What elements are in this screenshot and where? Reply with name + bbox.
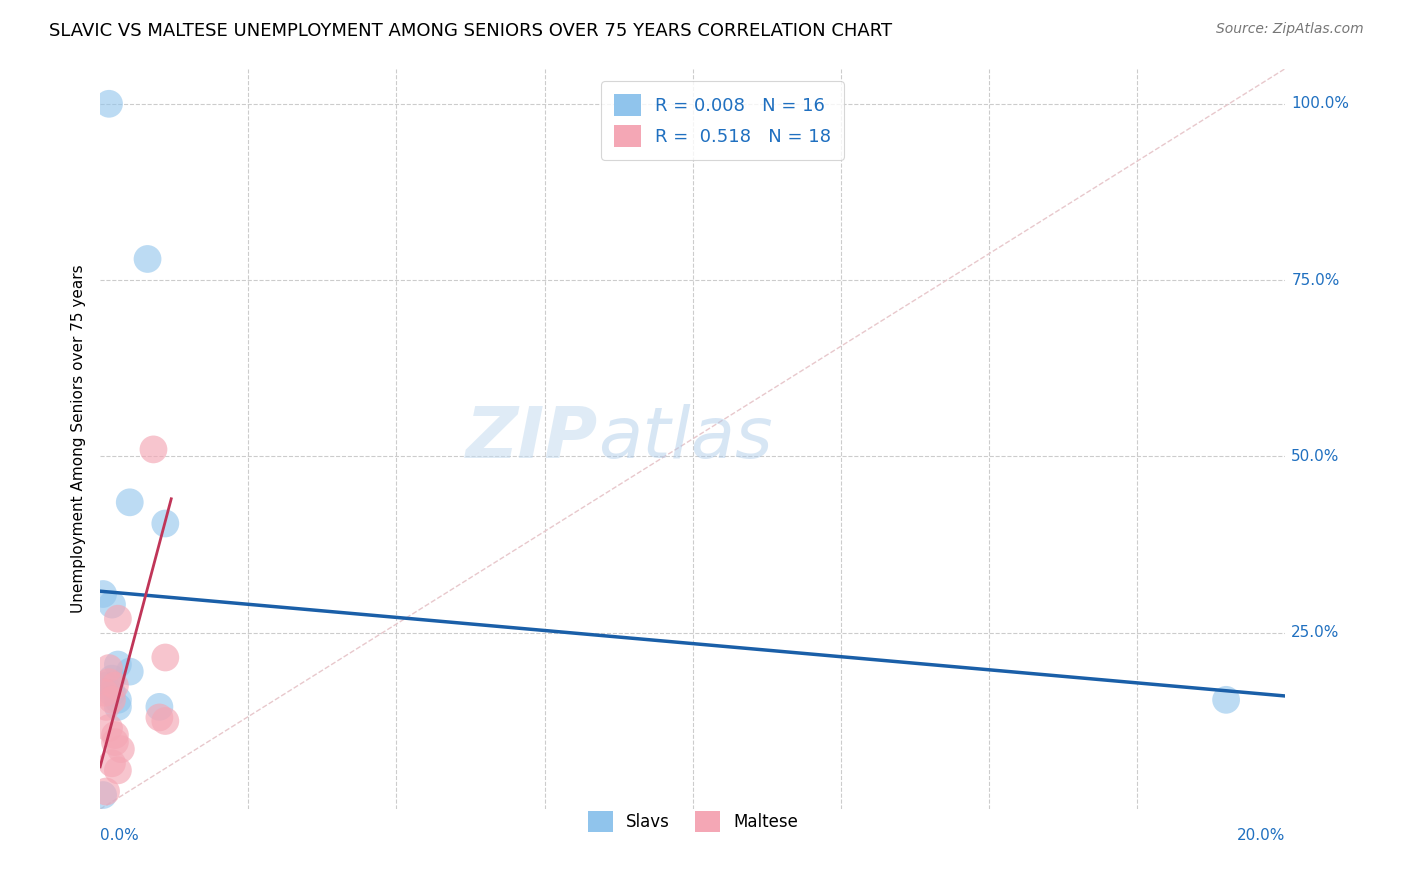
Point <box>101 686 124 700</box>
Point <box>142 442 165 457</box>
Point <box>104 735 127 749</box>
Point <box>148 699 170 714</box>
Point <box>148 710 170 724</box>
Point <box>118 495 141 509</box>
Point <box>107 657 129 672</box>
Text: Source: ZipAtlas.com: Source: ZipAtlas.com <box>1216 22 1364 37</box>
Text: ZIP: ZIP <box>465 404 598 474</box>
Text: 75.0%: 75.0% <box>1291 273 1340 287</box>
Point <box>91 587 114 601</box>
Text: 100.0%: 100.0% <box>1291 96 1350 112</box>
Legend: Slavs, Maltese: Slavs, Maltese <box>578 801 808 841</box>
Point <box>107 699 129 714</box>
Point <box>101 693 124 707</box>
Text: SLAVIC VS MALTESE UNEMPLOYMENT AMONG SENIORS OVER 75 YEARS CORRELATION CHART: SLAVIC VS MALTESE UNEMPLOYMENT AMONG SEN… <box>49 22 893 40</box>
Point <box>107 693 129 707</box>
Text: 25.0%: 25.0% <box>1291 625 1340 640</box>
Point <box>94 679 117 693</box>
Point <box>98 96 121 111</box>
Point <box>104 728 127 742</box>
Point <box>94 699 117 714</box>
Point <box>101 756 124 771</box>
Point <box>104 679 127 693</box>
Point <box>1215 693 1237 707</box>
Point <box>136 252 159 266</box>
Point <box>107 764 129 778</box>
Point <box>101 598 124 612</box>
Point <box>94 686 117 700</box>
Point <box>91 788 114 802</box>
Point <box>155 714 177 728</box>
Point <box>101 672 124 686</box>
Text: 0.0%: 0.0% <box>100 828 139 843</box>
Point <box>98 675 121 690</box>
Y-axis label: Unemployment Among Seniors over 75 years: Unemployment Among Seniors over 75 years <box>72 265 86 613</box>
Point <box>110 742 132 756</box>
Point <box>155 650 177 665</box>
Text: 20.0%: 20.0% <box>1237 828 1285 843</box>
Text: atlas: atlas <box>598 404 772 474</box>
Point <box>94 784 117 798</box>
Point <box>155 516 177 531</box>
Point <box>98 721 121 735</box>
Point <box>107 612 129 626</box>
Point <box>118 665 141 679</box>
Point <box>98 661 121 675</box>
Text: 50.0%: 50.0% <box>1291 449 1340 464</box>
